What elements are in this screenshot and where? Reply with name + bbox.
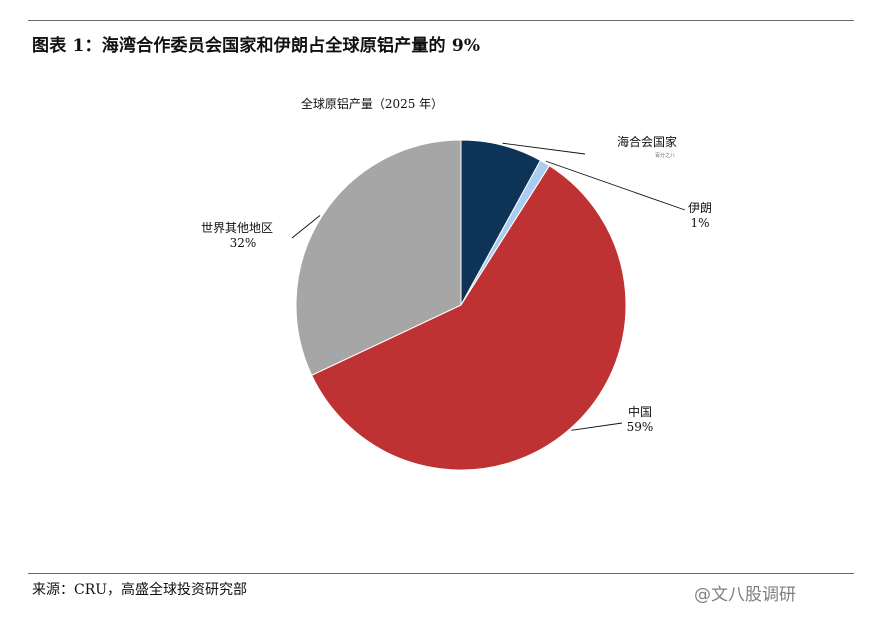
pie-slices <box>295 139 627 471</box>
slice-china-value-label: 59% <box>627 420 654 434</box>
source-note: 来源：CRU，高盛全球投资研究部 <box>32 582 248 598</box>
slice-rest-of-world-value-label: 32% <box>230 236 257 250</box>
chart-title: 全球原铝产量（2025 年） <box>301 96 443 111</box>
slice-rest-of-world-label: 世界其他地区 <box>201 221 273 235</box>
figure-title: 图表 1：海湾合作委员会国家和伊朗占全球原铝产量的 9% <box>32 36 481 56</box>
top-rule <box>28 20 854 21</box>
slice-rest-of-world-leader <box>291 215 321 239</box>
slice-iran-label: 伊朗 <box>688 201 712 215</box>
slice-gcc-value-label: 百分之八 <box>655 152 675 159</box>
slice-gcc-leader <box>502 142 586 155</box>
bottom-rule <box>28 573 854 574</box>
watermark: @文八股调研 <box>694 585 796 605</box>
slice-china-leader <box>571 422 623 431</box>
slice-gcc-label: 海合会国家 <box>617 134 677 149</box>
slice-china-label: 中国 <box>628 404 652 419</box>
slice-iran-value-label: 1% <box>690 216 709 230</box>
slice-china <box>311 164 627 471</box>
slice-rest-of-world <box>295 139 462 376</box>
leader-lines <box>291 142 686 431</box>
slice-iran-leader <box>545 160 686 211</box>
